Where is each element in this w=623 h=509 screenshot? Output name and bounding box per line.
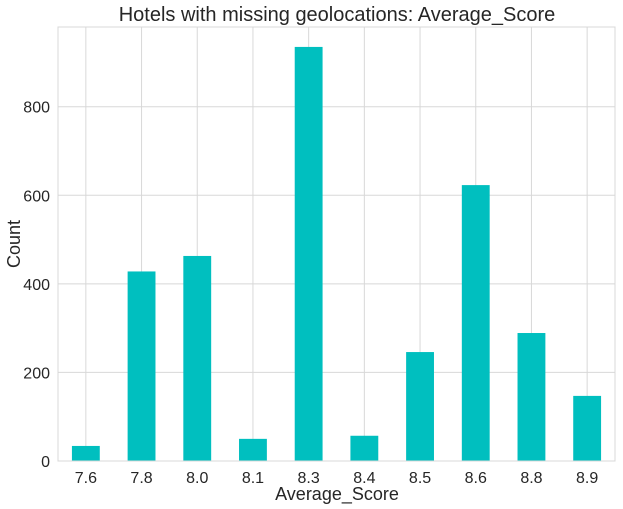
bar-7-6 [71,445,100,461]
x-axis-label: Average_Score [275,484,399,505]
x-tick-label-8-8: 8.8 [520,470,542,487]
bar-8-0 [183,255,212,461]
bar-8-6 [461,185,490,461]
x-tick-label-7-8: 7.8 [130,470,152,487]
y-tick-label-2: 400 [23,277,50,294]
x-tick-label-8-3: 8.3 [298,470,320,487]
bar-8-4 [350,435,379,461]
x-tick-label-8-6: 8.6 [465,470,487,487]
y-tick-label-3: 600 [23,188,50,205]
y-tick-label-1: 200 [23,365,50,382]
bar-8-3 [294,46,323,462]
y-axis-label: Count [4,220,24,268]
bar-8-5 [406,352,434,461]
bar-series [71,46,602,462]
x-tick-label-8-4: 8.4 [353,470,375,487]
bar-8-9 [573,395,602,461]
y-axis-ticks: 0 200 400 600 800 [23,100,50,471]
x-tick-label-8-5: 8.5 [409,470,431,487]
x-tick-label-8-9: 8.9 [576,470,598,487]
bar-8-1 [239,438,267,461]
x-tick-label-8-1: 8.1 [242,470,264,487]
bar-8-8 [517,333,546,461]
chart-title: Hotels with missing geolocations: Averag… [119,4,556,26]
x-tick-label-7-6: 7.6 [75,470,97,487]
y-tick-label-4: 800 [23,100,50,117]
plot-frame [57,26,616,462]
x-tick-label-8-0: 8.0 [186,470,208,487]
y-tick-label-0: 0 [41,454,50,471]
x-axis-ticks: 7.6 7.8 8.0 8.1 8.3 8.4 8.5 8.6 8.8 8.9 [75,470,599,487]
bar-7-8 [127,271,156,461]
